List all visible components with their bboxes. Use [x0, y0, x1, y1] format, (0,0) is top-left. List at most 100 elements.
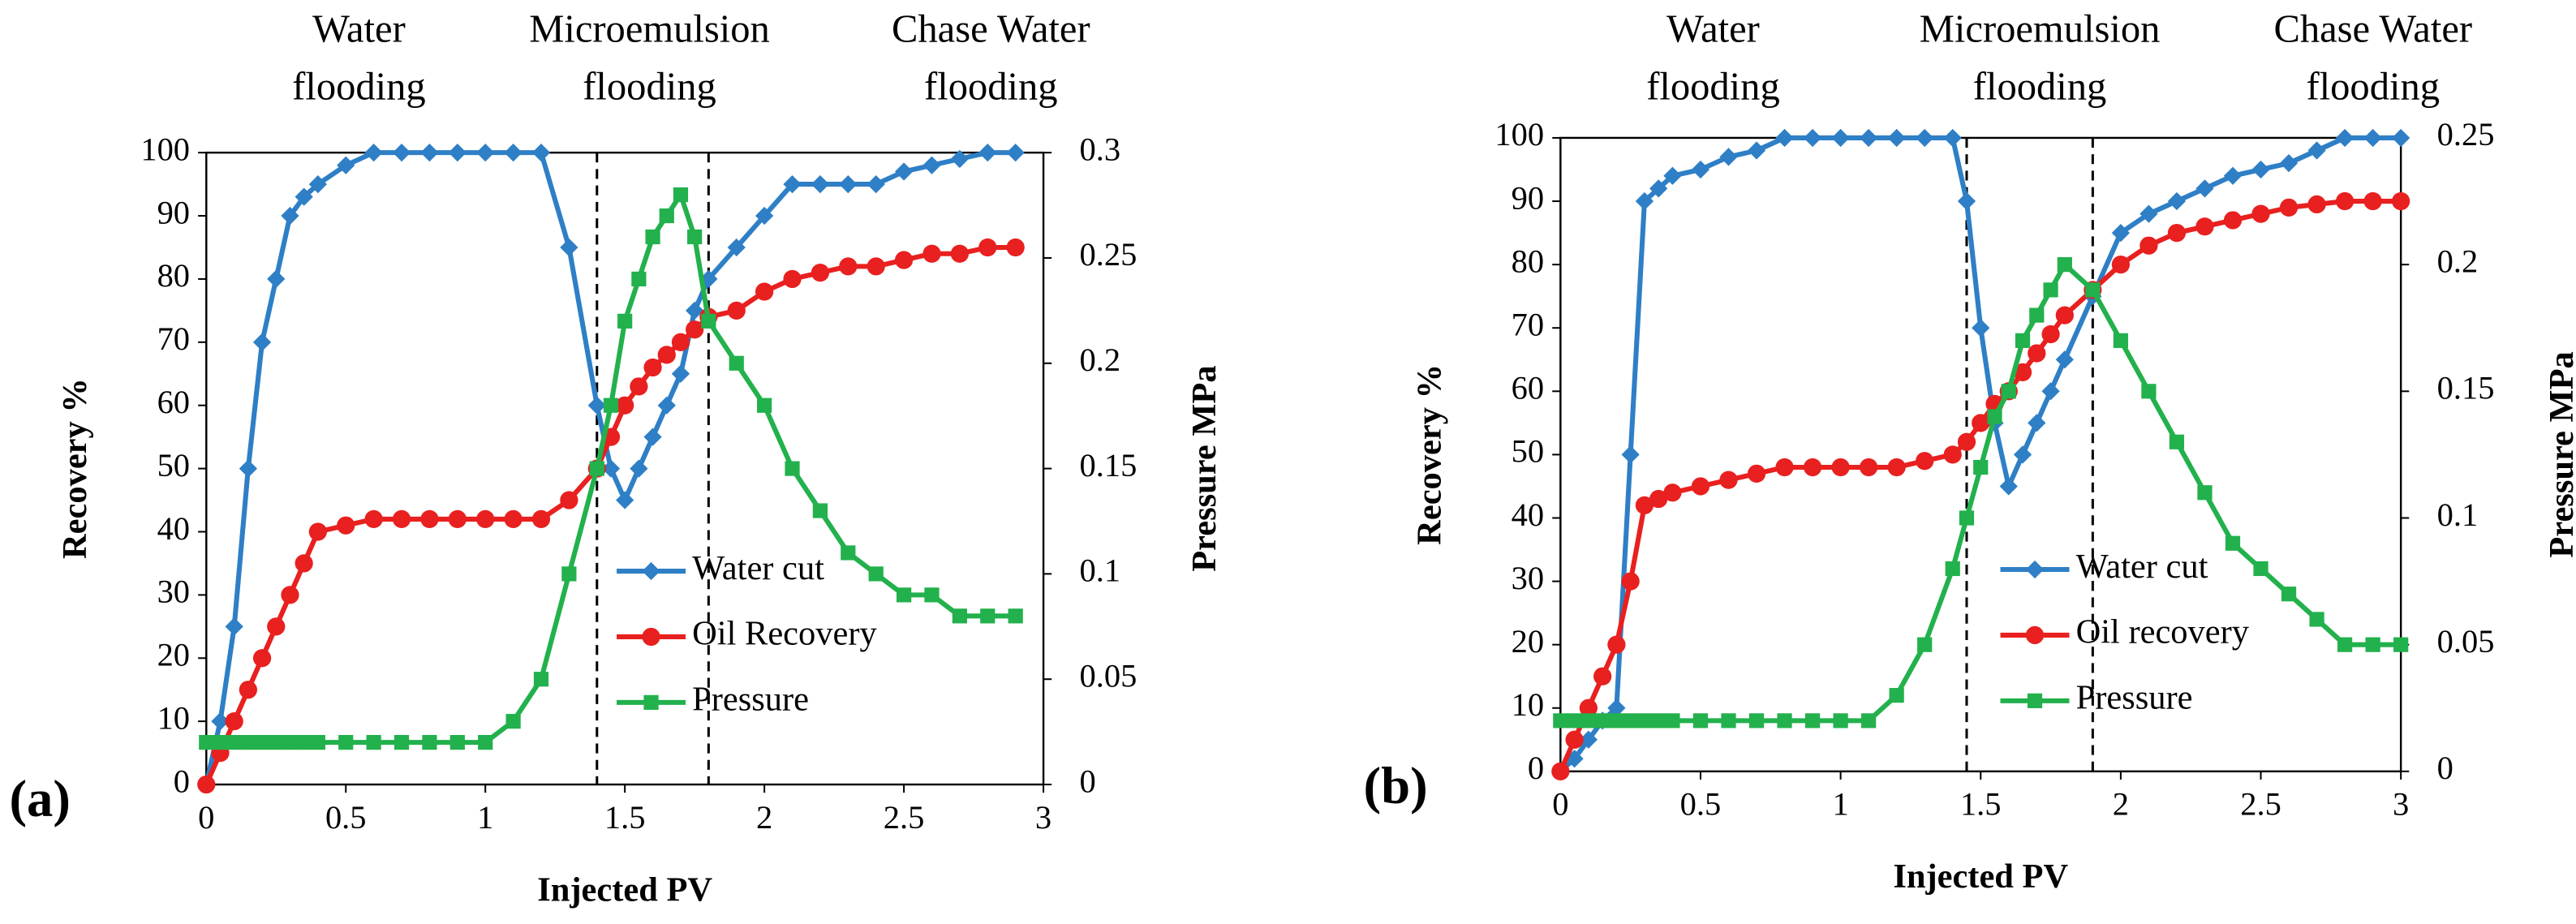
marker — [2223, 211, 2243, 230]
phase-label: flooding — [2307, 64, 2441, 108]
legend-marker — [2027, 693, 2043, 708]
marker — [1860, 458, 1878, 477]
legend-marker — [642, 561, 660, 581]
y-tick-label: 20 — [157, 637, 190, 673]
marker — [1006, 144, 1025, 162]
marker — [505, 714, 521, 729]
marker — [701, 313, 716, 329]
marker — [673, 187, 689, 203]
marker — [2279, 198, 2299, 217]
marker — [531, 509, 551, 529]
marker — [630, 377, 648, 396]
marker — [1777, 713, 1792, 728]
marker — [841, 545, 856, 561]
marker — [337, 516, 355, 535]
marker — [729, 355, 744, 371]
y2-tick-label: 0.05 — [1080, 658, 1137, 694]
marker — [839, 257, 858, 276]
marker — [2111, 255, 2131, 274]
marker — [2279, 154, 2299, 173]
marker — [2335, 128, 2355, 148]
marker — [1649, 179, 1668, 198]
y-tick-label: 100 — [1494, 116, 1544, 153]
legend-marker — [2025, 560, 2045, 579]
marker — [868, 566, 884, 582]
marker — [2113, 333, 2128, 348]
marker — [1635, 496, 1654, 514]
marker — [867, 174, 885, 194]
marker — [422, 735, 437, 750]
marker — [657, 346, 676, 364]
marker — [1831, 128, 1850, 148]
marker — [657, 396, 676, 415]
x-tick-label: 3 — [2393, 786, 2409, 823]
y2-axis-title: Pressure MPa — [2543, 351, 2576, 557]
marker — [811, 174, 830, 194]
marker — [950, 149, 970, 169]
marker — [1916, 128, 1934, 148]
marker — [2085, 282, 2101, 298]
y-tick-label: 40 — [157, 510, 190, 547]
marker — [1609, 713, 1624, 728]
marker — [240, 735, 256, 750]
marker — [504, 144, 523, 162]
marker — [616, 491, 634, 509]
marker — [687, 229, 703, 245]
marker — [392, 509, 411, 529]
marker — [197, 775, 216, 794]
marker — [1691, 160, 1710, 179]
marker — [1972, 414, 1990, 432]
marker — [839, 174, 858, 194]
marker — [686, 301, 704, 320]
marker — [757, 398, 772, 413]
y-tick-label: 0 — [1528, 750, 1544, 786]
marker — [1959, 510, 1975, 526]
y-tick-label: 10 — [157, 699, 190, 736]
marker — [727, 301, 746, 320]
y2-tick-label: 0.1 — [1080, 552, 1121, 589]
marker — [2041, 382, 2060, 401]
legend-label: Pressure — [692, 681, 809, 719]
marker — [922, 244, 941, 263]
marker — [2197, 485, 2213, 501]
marker — [2028, 414, 2046, 432]
marker — [392, 144, 411, 162]
y-tick-label: 0 — [174, 763, 190, 799]
y-tick-label: 100 — [140, 131, 190, 167]
marker — [364, 144, 383, 162]
marker — [2013, 445, 2032, 464]
marker — [2195, 179, 2214, 198]
marker — [1887, 128, 1906, 148]
legend-marker — [642, 627, 660, 647]
marker — [1775, 458, 1794, 477]
marker — [364, 509, 383, 529]
marker — [1691, 477, 1710, 496]
marker — [1747, 464, 1766, 483]
marker — [1973, 459, 1989, 475]
legend-label: Oil recovery — [2076, 613, 2250, 651]
marker — [630, 459, 648, 478]
marker — [295, 554, 313, 573]
y-tick-label: 50 — [157, 447, 190, 483]
marker — [2363, 128, 2382, 148]
y-tick-label: 30 — [1512, 560, 1544, 596]
marker — [1887, 458, 1906, 477]
phase-label: flooding — [583, 64, 716, 108]
marker — [2139, 236, 2158, 255]
x-tick-label: 1 — [1832, 786, 1848, 823]
series-line — [1558, 198, 2402, 773]
marker — [1916, 452, 1934, 471]
phase-label: Chase Water — [2273, 7, 2472, 51]
marker — [631, 271, 647, 287]
marker — [1551, 762, 1570, 780]
marker — [896, 587, 912, 603]
marker — [2251, 204, 2270, 223]
y-tick-label: 10 — [1512, 686, 1544, 723]
marker — [2055, 350, 2074, 369]
y-tick-label: 60 — [157, 384, 190, 420]
marker — [476, 144, 495, 162]
marker — [1831, 458, 1850, 477]
marker — [2015, 333, 2031, 348]
legend-label: Pressure — [2076, 679, 2193, 717]
